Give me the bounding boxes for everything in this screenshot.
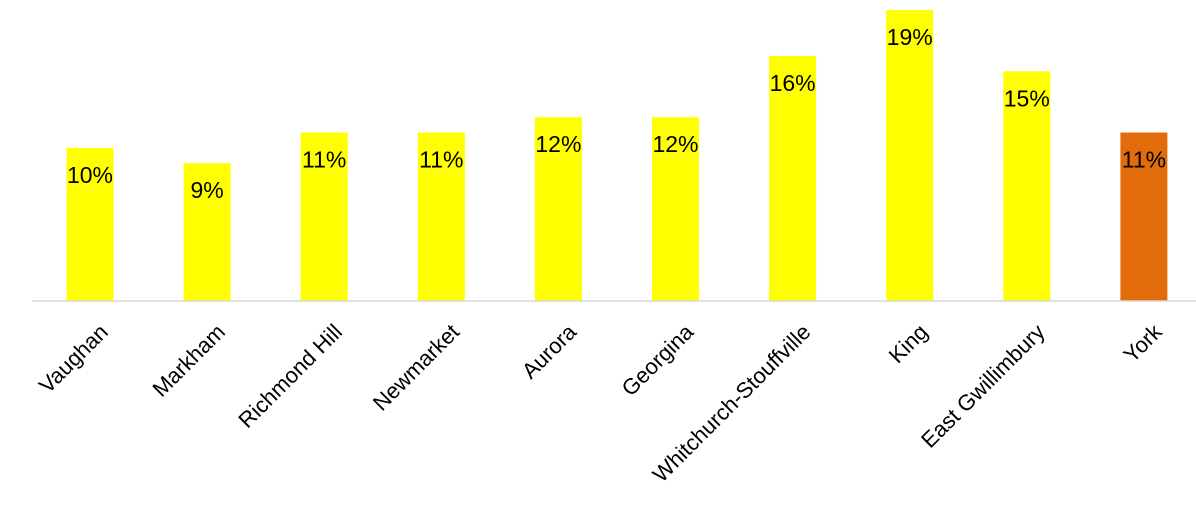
bar-richmond-hill: [300, 132, 348, 301]
data-label-richmond-hill: 11%: [302, 147, 346, 173]
data-labels-group: 10% 9% 11% 11% 12% 12% 16% 19% 15% 11%: [67, 24, 1166, 203]
tick-label-richmond-hill: Richmond Hill: [233, 319, 347, 433]
data-label-york: 11%: [1122, 147, 1166, 173]
tick-label-aurora: Aurora: [517, 319, 582, 384]
data-label-markham: 9%: [190, 177, 223, 203]
data-label-aurora: 12%: [535, 131, 581, 157]
tick-label-markham: Markham: [147, 319, 230, 402]
bar-east-gwillimbury: [1003, 71, 1051, 301]
tick-label-king: King: [884, 319, 933, 368]
bar-york: [1120, 132, 1168, 301]
tick-label-vaughan: Vaughan: [34, 319, 113, 398]
data-label-newmarket: 11%: [419, 147, 463, 173]
bar-king: [886, 10, 934, 301]
data-label-king: 19%: [887, 24, 933, 50]
data-label-georgina: 12%: [652, 131, 698, 157]
bar-georgina: [652, 117, 699, 301]
bar-vaughan: [66, 147, 114, 301]
bar-aurora: [534, 117, 582, 301]
data-label-east-gwillimbury: 15%: [1004, 85, 1050, 111]
tick-label-east-gwillimbury: East Gwillimbury: [916, 319, 1050, 453]
bar-whitchurch-stouffville: [769, 55, 817, 302]
bar-newmarket: [417, 132, 465, 301]
x-tick-labels-group: Vaughan Markham Richmond Hill Newmarket Auro…: [34, 318, 1167, 487]
bar-markham: [183, 163, 231, 301]
tick-label-georgina: Georgina: [617, 319, 699, 401]
data-label-vaughan: 10%: [67, 162, 113, 188]
tick-label-york: York: [1119, 318, 1168, 367]
data-label-whitchurch-stouffville: 16%: [770, 70, 816, 96]
bars-group: [66, 10, 1168, 302]
tick-label-newmarket: Newmarket: [368, 319, 464, 415]
